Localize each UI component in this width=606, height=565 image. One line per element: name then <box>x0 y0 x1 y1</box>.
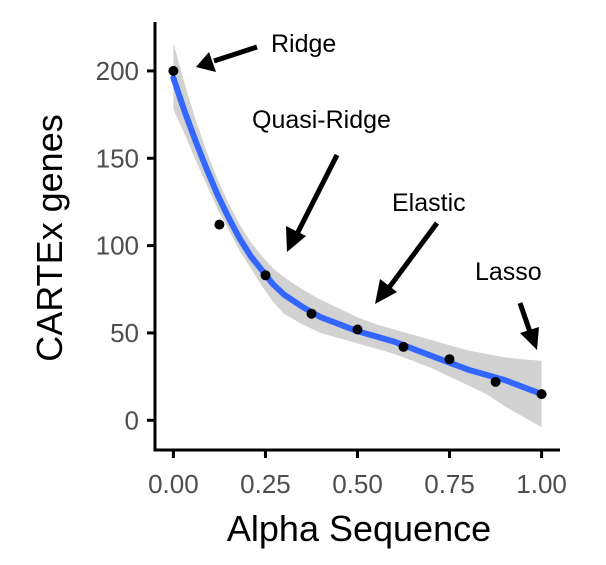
annotation-label-elastic: Elastic <box>392 189 466 217</box>
y-tick-label: 100 <box>96 231 139 261</box>
smooth-trend-line <box>170 74 545 398</box>
x-axis-title: Alpha Sequence <box>227 508 491 549</box>
annotation-arrow-elastic <box>385 221 440 291</box>
annotation-label-ridge: Ridge <box>271 30 336 58</box>
y-tick-label: 200 <box>96 56 139 86</box>
arrowhead-quasi-ridge <box>286 226 306 252</box>
x-tick-label: 0.50 <box>332 469 383 499</box>
arrowhead-ridge <box>196 52 216 72</box>
data-point-layer <box>168 65 547 400</box>
y-tick-label: 50 <box>110 318 139 348</box>
x-tick-label: 0.25 <box>240 469 291 499</box>
data-point <box>306 308 317 319</box>
y-tick-label: 150 <box>96 143 139 173</box>
annotation-label-quasi-ridge: Quasi-Ridge <box>252 106 391 134</box>
x-tick-label: 0.75 <box>424 469 475 499</box>
annotation-lasso: Lasso <box>475 258 542 350</box>
data-point <box>352 324 363 335</box>
data-point <box>214 219 225 230</box>
annotation-arrow-ridge <box>213 44 258 64</box>
tick-layer: 0.00 0.25 0.50 0.75 1.00 0 50 100 150 200 <box>96 56 567 499</box>
x-tick-label: 1.00 <box>516 469 567 499</box>
confidence-band <box>173 43 542 428</box>
data-point <box>168 65 179 76</box>
data-point <box>490 376 501 387</box>
y-tick-label: 0 <box>125 405 139 435</box>
data-point <box>260 270 271 281</box>
annotation-label-lasso: Lasso <box>475 258 542 286</box>
annotation-quasi-ridge: Quasi-Ridge <box>252 106 391 252</box>
annotation-arrow-quasi-ridge <box>294 153 340 236</box>
y-axis-title: CARTEx genes <box>29 114 70 361</box>
data-point <box>444 354 455 365</box>
x-tick-label: 0.00 <box>148 469 199 499</box>
smooth-line-layer <box>170 74 545 398</box>
confidence-band-layer <box>173 43 542 428</box>
data-point <box>398 341 409 352</box>
annotation-elastic: Elastic <box>375 189 466 304</box>
data-point <box>536 389 547 400</box>
annotation-arrow-lasso <box>517 302 533 333</box>
arrowhead-elastic <box>375 279 397 304</box>
arrowhead-lasso <box>520 327 539 350</box>
annotation-ridge: Ridge <box>196 30 336 72</box>
